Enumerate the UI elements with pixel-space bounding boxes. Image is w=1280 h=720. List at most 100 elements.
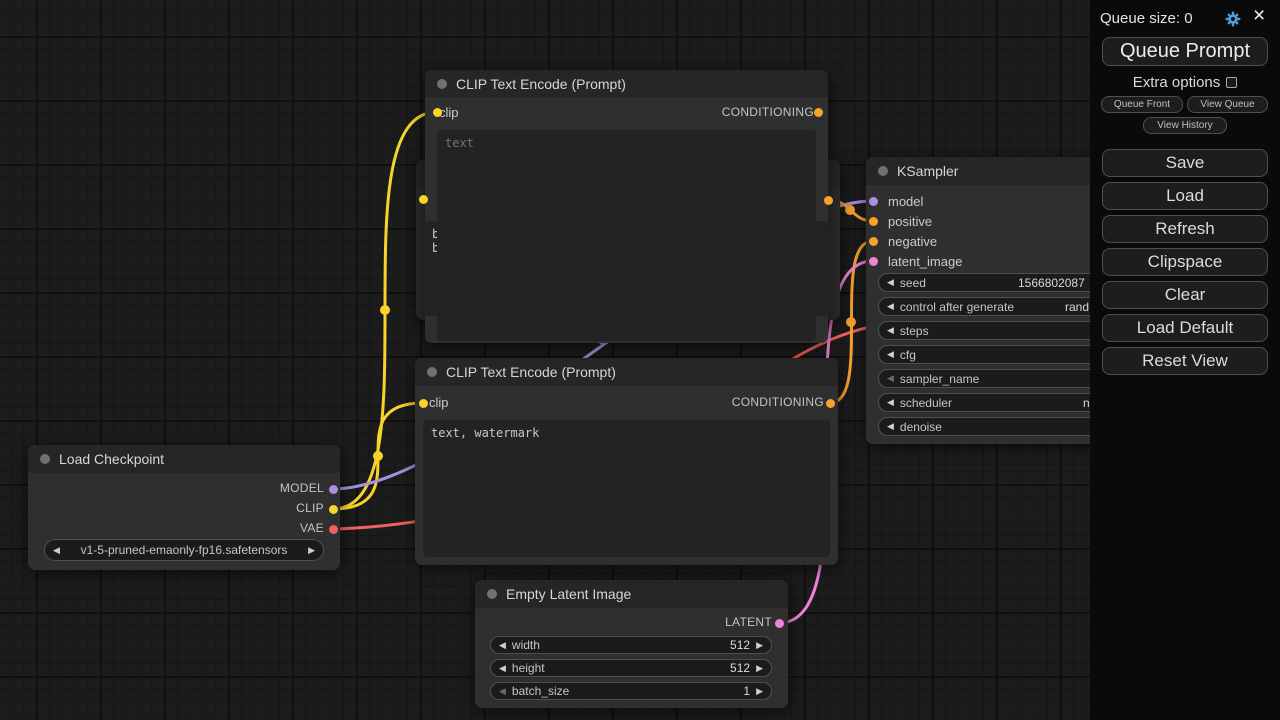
node-title-bar[interactable]: Load Checkpoint [28,445,340,473]
output-label-conditioning: CONDITIONING [721,105,814,119]
checkpoint-model-port[interactable] [328,484,338,494]
widget-value: 512 [730,661,751,675]
extra-options-label: Extra options [1132,74,1221,91]
node-title: KSampler [897,163,959,179]
clip-top-output-port[interactable] [813,107,823,117]
widget-seed[interactable]: ◀ seed 1566802087 [878,273,1135,292]
refresh-button[interactable]: Refresh [1102,215,1268,243]
node-title: Empty Latent Image [506,586,632,602]
clip-hidden-input-port[interactable] [418,194,428,204]
widget-label: width [511,638,540,652]
node-title: CLIP Text Encode (Prompt) [446,364,616,380]
prompt-textarea-negative[interactable]: text, watermark [423,420,830,557]
widget-value: 1 [743,684,751,698]
widget-control-after-generate[interactable]: ◀ control after generate rand [878,297,1135,316]
save-button[interactable]: Save [1102,149,1268,177]
increment-arrow-icon[interactable]: ▶ [308,544,315,555]
collapse-dot-icon[interactable] [40,454,50,464]
widget-label: control after generate [899,299,1014,314]
decrement-arrow-icon[interactable]: ◀ [53,544,60,555]
decrement-arrow-icon[interactable]: ◀ [887,301,894,311]
widget-label: steps [899,323,929,338]
clipspace-button[interactable]: Clipspace [1102,248,1268,276]
collapse-dot-icon[interactable] [487,589,497,599]
widget-value: 512 [730,638,751,652]
ksampler-latent-port[interactable] [868,256,878,266]
decrement-arrow-icon[interactable]: ◀ [499,662,506,673]
queue-size-label: Queue size: 0 [1100,10,1193,27]
increment-arrow-icon[interactable]: ▶ [756,639,763,650]
decrement-arrow-icon[interactable]: ◀ [887,397,894,407]
widget-sampler-name[interactable]: ◀ sampler_name [878,369,1135,388]
widget-scheduler[interactable]: ◀ scheduler n [878,393,1135,412]
increment-arrow-icon[interactable]: ▶ [756,662,763,673]
decrement-arrow-icon[interactable]: ◀ [499,685,506,696]
widget-label: denoise [899,419,942,434]
settings-gear-icon[interactable] [1224,10,1242,28]
decrement-arrow-icon[interactable]: ◀ [887,277,894,287]
clip-neg-output-port[interactable] [825,398,835,408]
widget-value: 1566802087 [1018,276,1085,290]
queue-menu-panel: Queue size: 0 × Queue Prompt Extra optio… [1090,0,1280,720]
load-default-button[interactable]: Load Default [1102,314,1268,342]
wire-clip-to-neg-encoder-midpoint-dot[interactable] [373,451,383,461]
widget-label: batch_size [511,684,570,698]
checkpoint-clip-port[interactable] [328,504,338,514]
prompt-textarea-positive[interactable]: text [437,130,816,341]
clear-button[interactable]: Clear [1102,281,1268,309]
wire-clip-to-top-encoder-midpoint-dot[interactable] [380,305,390,315]
empty-latent-output-port[interactable] [774,618,784,628]
reset-view-button[interactable]: Reset View [1102,347,1268,375]
ksampler-positive-port[interactable] [868,216,878,226]
widget-denoise[interactable]: ◀ denoise [878,417,1135,436]
decrement-arrow-icon[interactable]: ◀ [887,349,894,359]
node-title: CLIP Text Encode (Prompt) [456,75,626,92]
widget-ckpt-name[interactable]: ◀ v1-5-pruned-emaonly-fp16.safetensors ▶ [44,539,324,561]
decrement-arrow-icon[interactable]: ◀ [499,639,506,650]
output-label-vae: VAE [299,521,324,535]
input-label-positive: positive [888,213,933,229]
close-icon[interactable]: × [1253,4,1266,27]
output-label-model: MODEL [279,481,324,495]
collapse-dot-icon[interactable] [427,367,437,377]
widget-value: v1-5-pruned-emaonly-fp16.safetensors [80,543,288,557]
widget-label: cfg [899,347,916,362]
widget-height[interactable]: ◀ height 512 ▶ [490,659,772,677]
output-label-latent: LATENT [725,615,772,629]
clip-top-input-port[interactable] [432,107,442,117]
queue-prompt-button[interactable]: Queue Prompt [1102,37,1268,66]
input-label-latent-image: latent_image [888,253,963,269]
wire-negative-conditioning-midpoint-dot[interactable] [846,317,856,327]
clip-hidden-output-port[interactable] [823,195,833,205]
output-label-conditioning: CONDITIONING [731,395,824,409]
widget-batch-size[interactable]: ◀ batch_size 1 ▶ [490,682,772,700]
load-button[interactable]: Load [1102,182,1268,210]
queue-front-button[interactable]: Queue Front [1101,96,1183,113]
node-title-bar[interactable]: CLIP Text Encode (Prompt) [425,70,828,97]
view-history-button[interactable]: View History [1143,117,1227,134]
increment-arrow-icon[interactable]: ▶ [756,685,763,696]
view-queue-button[interactable]: View Queue [1187,96,1268,113]
collapse-dot-icon[interactable] [878,166,888,176]
clip-neg-input-port[interactable] [418,398,428,408]
node-load-checkpoint[interactable]: Load Checkpoint MODEL CLIP VAE ◀ v1-5-pr… [28,445,340,570]
input-label-negative: negative [888,233,938,249]
wire-positive-conditioning-midpoint-dot[interactable] [845,205,855,215]
collapse-dot-icon[interactable] [437,78,447,89]
widget-value: rand [1065,300,1090,314]
node-empty-latent-image[interactable]: Empty Latent Image LATENT ◀ width 512 ▶ … [475,580,788,708]
widget-label: sampler_name [899,371,980,386]
widget-cfg[interactable]: ◀ cfg [878,345,1135,364]
decrement-arrow-icon[interactable]: ◀ [887,421,894,431]
widget-width[interactable]: ◀ width 512 ▶ [490,636,772,654]
node-title-bar[interactable]: CLIP Text Encode (Prompt) [415,358,838,386]
decrement-arrow-icon[interactable]: ◀ [887,373,894,383]
widget-label: scheduler [899,395,952,410]
extra-options-checkbox[interactable] [1226,77,1238,88]
ksampler-negative-port[interactable] [868,236,878,246]
node-title-bar[interactable]: Empty Latent Image [475,580,788,608]
ksampler-model-port[interactable] [868,196,878,206]
checkpoint-vae-port[interactable] [328,524,338,534]
decrement-arrow-icon[interactable]: ◀ [887,325,894,335]
